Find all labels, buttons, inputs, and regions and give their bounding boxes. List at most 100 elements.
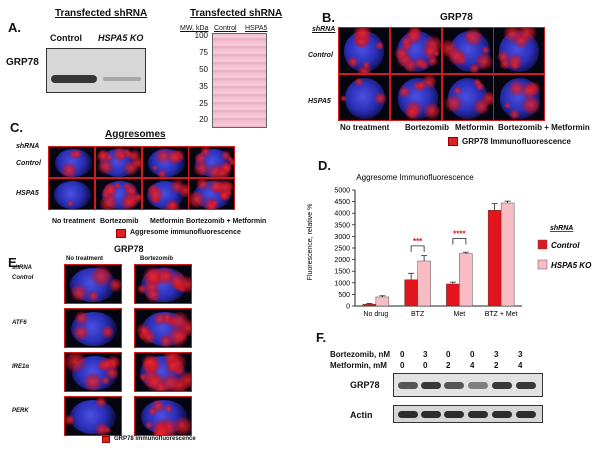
panel-e-letter: E. <box>8 255 21 270</box>
y-tick-label: 4000 <box>334 211 350 218</box>
red-stain <box>362 60 371 70</box>
bar-control-3 <box>487 209 502 307</box>
red-stain <box>374 40 385 51</box>
y-tick-label: 4500 <box>334 199 350 206</box>
metformin-value: 4 <box>470 361 475 370</box>
chart-ylabel: Fluorescence, relative % <box>307 204 314 281</box>
red-stain <box>70 284 89 303</box>
red-stain <box>113 182 121 190</box>
bortezomib-value: 3 <box>423 350 428 359</box>
red-stain <box>502 28 522 44</box>
red-stain <box>416 79 428 91</box>
panel-b-shrna: shRNA <box>312 26 336 33</box>
red-stain <box>468 62 480 73</box>
panel-c-row-control: Control <box>16 160 41 167</box>
ponceau-stain <box>212 33 267 128</box>
panel-e-cell-r4-c2 <box>134 396 192 436</box>
panel-b-col-3: Metformin <box>455 123 494 132</box>
panel-b-title: GRP78 <box>440 12 473 23</box>
red-stain <box>142 266 164 288</box>
red-stain <box>189 190 207 209</box>
chart-title: Aggresome Immunofluorescence <box>356 173 474 182</box>
red-stain <box>100 325 114 339</box>
chart-legend: shRNA Control HSPA5 KO <box>537 225 592 270</box>
panel-e-col-1: No treatment <box>66 256 104 262</box>
red-stain <box>127 149 141 163</box>
grp78-band <box>421 382 441 389</box>
panel-f-blot2-label: Actin <box>350 410 373 420</box>
red-stain <box>352 28 373 43</box>
grp78-band <box>492 382 512 389</box>
red-stain <box>151 399 165 413</box>
red-stain <box>101 376 111 386</box>
red-stain <box>503 102 511 110</box>
red-stain <box>195 179 210 191</box>
metformin-value: 0 <box>400 361 405 370</box>
mw-tick-100: 100 <box>194 31 208 40</box>
panel-b-letter: B. <box>322 10 335 25</box>
band-control <box>51 75 97 83</box>
panel-f-blot-grp78 <box>393 373 543 397</box>
red-stain <box>221 162 232 173</box>
red-stain <box>475 81 485 91</box>
panel-e-cell-r1-c2 <box>134 264 192 304</box>
red-stain <box>117 151 127 161</box>
red-stain <box>464 28 484 47</box>
panel-e-legend: GRP78 immunofluorescence <box>114 436 196 442</box>
panel-e-cell-r3-c2 <box>134 352 192 392</box>
red-stain <box>103 182 119 198</box>
mw-tick-25: 25 <box>199 99 208 108</box>
red-stain <box>498 57 511 70</box>
y-tick-label: 500 <box>338 292 350 299</box>
panel-c-cell-r1-c1 <box>48 146 95 178</box>
panel-c-row-hspa5: HSPA5 <box>16 190 39 197</box>
red-stain <box>432 50 440 58</box>
panel-b-col-4: Bortezomib + Metformin <box>498 123 590 132</box>
x-tick-label: Met <box>454 311 466 318</box>
red-stain <box>136 284 148 295</box>
red-stain <box>169 311 191 333</box>
red-stain <box>65 413 76 426</box>
mw-tick-35: 35 <box>199 82 208 91</box>
legend-entry: HSPA5 KO <box>551 261 592 270</box>
panel-c-legend: Aggresome immunofluorescence <box>130 229 241 236</box>
red-stain <box>339 94 347 102</box>
panel-b-col-1: No treatment <box>340 123 390 132</box>
red-stain <box>72 324 90 342</box>
panel-e-shrna: shRNA <box>12 265 33 271</box>
y-tick-label: 3500 <box>334 222 350 229</box>
panel-b-cell-r1-c4 <box>493 27 545 74</box>
panel-c-shrna: shRNA <box>16 143 40 150</box>
y-tick-label: 2500 <box>334 246 350 253</box>
red-stain <box>178 183 188 199</box>
grp78-band <box>444 382 464 389</box>
x-tick-label: BTZ <box>411 311 425 318</box>
panel-a-lane-ko: HSPA5 KO <box>98 33 144 43</box>
red-stain <box>374 91 387 105</box>
red-stain <box>60 161 78 177</box>
panel-b-cell-r1-c2 <box>390 27 442 74</box>
panel-e-cell-r4-c1 <box>64 396 122 436</box>
y-tick-label: 1500 <box>334 269 350 276</box>
panel-c-title: Aggresomes <box>105 129 166 140</box>
metformin-value: 2 <box>494 361 499 370</box>
red-stain <box>346 55 360 69</box>
red-stain <box>139 373 147 381</box>
red-stain <box>423 101 441 120</box>
red-stain <box>155 148 171 164</box>
panel-e-title: GRP78 <box>114 244 144 254</box>
panel-f-row1-label: Bortezomib, nM <box>330 350 390 359</box>
red-stain <box>398 85 411 99</box>
bortezomib-value: 3 <box>494 350 499 359</box>
red-stain <box>133 192 141 203</box>
panel-a-western-blot <box>46 48 146 93</box>
red-stain <box>510 60 520 70</box>
panel-c-letter: C. <box>10 120 23 135</box>
panel-a-title-left: Transfected shRNA <box>55 8 148 19</box>
legend-entry: Control <box>551 241 580 250</box>
panel-c-cell-r2-c2 <box>95 178 142 210</box>
band-ko <box>103 77 141 81</box>
actin-band <box>468 411 488 418</box>
y-tick-label: 1000 <box>334 280 350 287</box>
panel-f-blot-actin <box>393 405 543 423</box>
